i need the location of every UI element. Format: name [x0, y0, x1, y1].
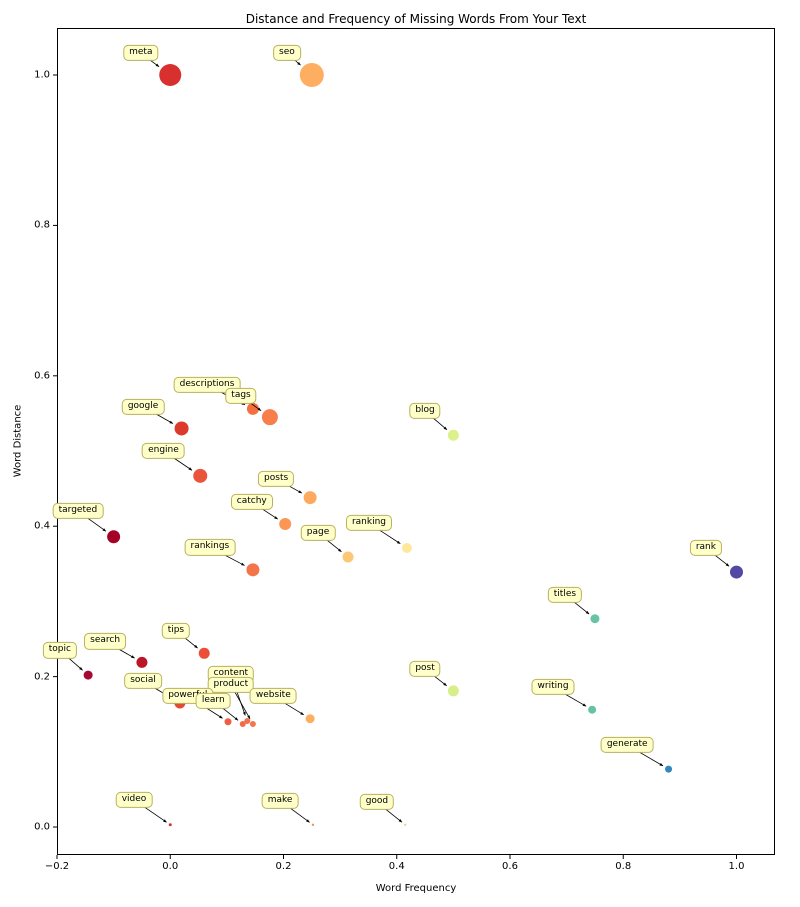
arrow-ranking [368, 522, 401, 544]
arrow-posts [275, 478, 303, 494]
point-good [404, 823, 407, 826]
point-learn [239, 720, 246, 727]
chart-title: Distance and Frequency of Missing Words … [245, 12, 587, 26]
point-blog [447, 429, 459, 441]
arrow-descriptions [206, 384, 246, 406]
arrow-rankings [209, 546, 245, 566]
point-powerful [224, 718, 232, 726]
arrow-seo [286, 52, 301, 66]
point-engine [193, 468, 208, 483]
point-meta [159, 64, 182, 87]
point-tags [261, 409, 278, 426]
arrow-catchy [251, 501, 278, 520]
arrow-social [142, 680, 173, 699]
point-descriptions [246, 402, 259, 415]
point-posts [303, 491, 317, 505]
point-video [168, 823, 172, 827]
point-targeted [107, 530, 121, 544]
point-catchy [279, 517, 292, 530]
arrow-make [279, 800, 310, 823]
point-seo [299, 63, 324, 88]
point-tips [198, 647, 210, 659]
arrow-targeted [77, 510, 107, 532]
arrow-powerful [187, 695, 223, 719]
arrow-tips [175, 630, 198, 649]
arrow-google [142, 406, 174, 424]
point-product [249, 720, 256, 727]
arrow-good [376, 801, 403, 823]
arrow-generate [627, 744, 664, 767]
point-website [305, 714, 315, 724]
point-google [174, 421, 189, 436]
arrow-topic [59, 649, 83, 671]
point-content [244, 717, 251, 724]
point-topic [83, 670, 93, 680]
arrow-search [104, 640, 135, 659]
point-post [447, 685, 459, 697]
arrow-meta [140, 52, 160, 67]
arrow-writing [552, 686, 587, 707]
arrow-content [230, 674, 246, 716]
arrow-rank [705, 547, 730, 567]
point-page [342, 551, 354, 563]
y-axis-label: Word Distance [12, 404, 24, 478]
arrow-learn [213, 700, 239, 721]
arrow-post [424, 668, 447, 687]
plot-border [57, 28, 775, 855]
point-generate [665, 765, 673, 773]
arrow-website [273, 695, 305, 716]
point-search [136, 656, 148, 668]
point-rankings [246, 563, 260, 577]
point-writing [588, 705, 597, 714]
arrow-engine [163, 450, 193, 471]
arrow-blog [424, 410, 448, 431]
point-ranking [401, 543, 412, 554]
arrow-titles [564, 594, 590, 615]
point-social [174, 697, 186, 709]
point-titles [590, 614, 600, 624]
arrow-product [230, 684, 251, 720]
arrow-video [133, 799, 167, 823]
point-make [311, 823, 315, 826]
point-rank [729, 565, 743, 579]
arrow-page [317, 532, 342, 553]
x-axis-label: Word Frequency [375, 883, 457, 894]
